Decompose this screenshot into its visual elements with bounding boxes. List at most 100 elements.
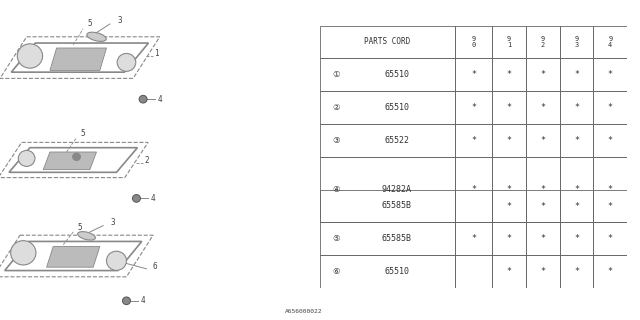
Text: 65510: 65510: [384, 103, 410, 112]
Text: *: *: [540, 267, 545, 276]
Text: *: *: [540, 103, 545, 112]
Text: 5: 5: [77, 223, 82, 232]
Bar: [559, 26, 593, 59]
Text: ①: ①: [332, 70, 340, 79]
Text: A656000022: A656000022: [285, 308, 323, 314]
Text: *: *: [506, 267, 511, 276]
Text: 4: 4: [151, 194, 156, 203]
Bar: [593, 222, 627, 255]
Text: 65510: 65510: [384, 267, 410, 276]
Bar: [455, 189, 492, 222]
Circle shape: [17, 44, 43, 68]
Text: 3: 3: [118, 16, 122, 25]
Text: *: *: [506, 136, 511, 145]
Text: *: *: [608, 70, 613, 79]
Text: *: *: [608, 136, 613, 145]
Bar: [593, 59, 627, 91]
Bar: [320, 26, 455, 59]
Text: ⑤: ⑤: [332, 234, 340, 243]
Bar: [455, 157, 492, 222]
Bar: [593, 189, 627, 222]
Bar: [320, 59, 455, 91]
Circle shape: [19, 150, 35, 166]
Text: 1: 1: [154, 49, 159, 58]
Bar: [526, 157, 559, 222]
Text: 5: 5: [88, 19, 92, 28]
Text: 9
2: 9 2: [541, 36, 545, 48]
Text: *: *: [608, 234, 613, 243]
Text: *: *: [540, 185, 545, 194]
Text: 65522: 65522: [384, 136, 410, 145]
Bar: [455, 255, 492, 288]
Text: *: *: [540, 234, 545, 243]
Bar: [455, 59, 492, 91]
Text: *: *: [608, 103, 613, 112]
Text: 65585B: 65585B: [382, 202, 412, 211]
Text: *: *: [471, 136, 476, 145]
Bar: [492, 222, 526, 255]
Bar: [593, 91, 627, 124]
Polygon shape: [50, 48, 106, 70]
Text: *: *: [540, 202, 545, 211]
Text: *: *: [574, 103, 579, 112]
Bar: [455, 222, 492, 255]
Ellipse shape: [87, 32, 106, 41]
Text: 4: 4: [141, 296, 145, 305]
Text: *: *: [574, 202, 579, 211]
Bar: [559, 157, 593, 222]
Circle shape: [139, 95, 147, 103]
Bar: [559, 91, 593, 124]
Bar: [526, 124, 559, 157]
Text: 4: 4: [157, 95, 162, 104]
Text: *: *: [506, 234, 511, 243]
Bar: [526, 189, 559, 222]
Text: *: *: [506, 185, 511, 194]
Bar: [492, 157, 526, 222]
Bar: [559, 255, 593, 288]
Circle shape: [122, 297, 131, 305]
Bar: [492, 59, 526, 91]
Circle shape: [11, 241, 36, 265]
Bar: [320, 222, 455, 255]
Text: PARTS CORD: PARTS CORD: [364, 37, 411, 46]
Text: *: *: [608, 202, 613, 211]
Text: 3: 3: [111, 218, 115, 227]
Text: *: *: [540, 136, 545, 145]
Text: 9
0: 9 0: [472, 36, 476, 48]
Text: *: *: [506, 103, 511, 112]
Text: 65510: 65510: [384, 70, 410, 79]
Text: *: *: [574, 267, 579, 276]
Ellipse shape: [77, 232, 95, 240]
Bar: [320, 157, 455, 222]
Text: 5: 5: [81, 129, 86, 138]
Text: ⑥: ⑥: [332, 267, 340, 276]
Text: *: *: [471, 234, 476, 243]
Text: ④: ④: [332, 185, 340, 194]
Text: *: *: [574, 70, 579, 79]
Polygon shape: [47, 246, 100, 267]
Bar: [559, 189, 593, 222]
Text: *: *: [574, 234, 579, 243]
Circle shape: [132, 195, 140, 202]
Text: *: *: [574, 185, 579, 194]
Bar: [455, 124, 492, 157]
Bar: [320, 124, 455, 157]
Bar: [559, 222, 593, 255]
Text: 6: 6: [152, 262, 157, 271]
Text: *: *: [471, 185, 476, 194]
Text: 2: 2: [144, 156, 148, 165]
Polygon shape: [44, 152, 97, 170]
Bar: [526, 59, 559, 91]
Text: *: *: [540, 70, 545, 79]
Text: *: *: [471, 103, 476, 112]
Bar: [526, 26, 559, 59]
Bar: [455, 26, 492, 59]
Bar: [526, 222, 559, 255]
Text: *: *: [506, 70, 511, 79]
Circle shape: [106, 251, 127, 270]
Text: 9
3: 9 3: [574, 36, 579, 48]
Text: 9
4: 9 4: [608, 36, 612, 48]
Bar: [320, 189, 455, 222]
Text: ②: ②: [332, 103, 340, 112]
Bar: [593, 255, 627, 288]
